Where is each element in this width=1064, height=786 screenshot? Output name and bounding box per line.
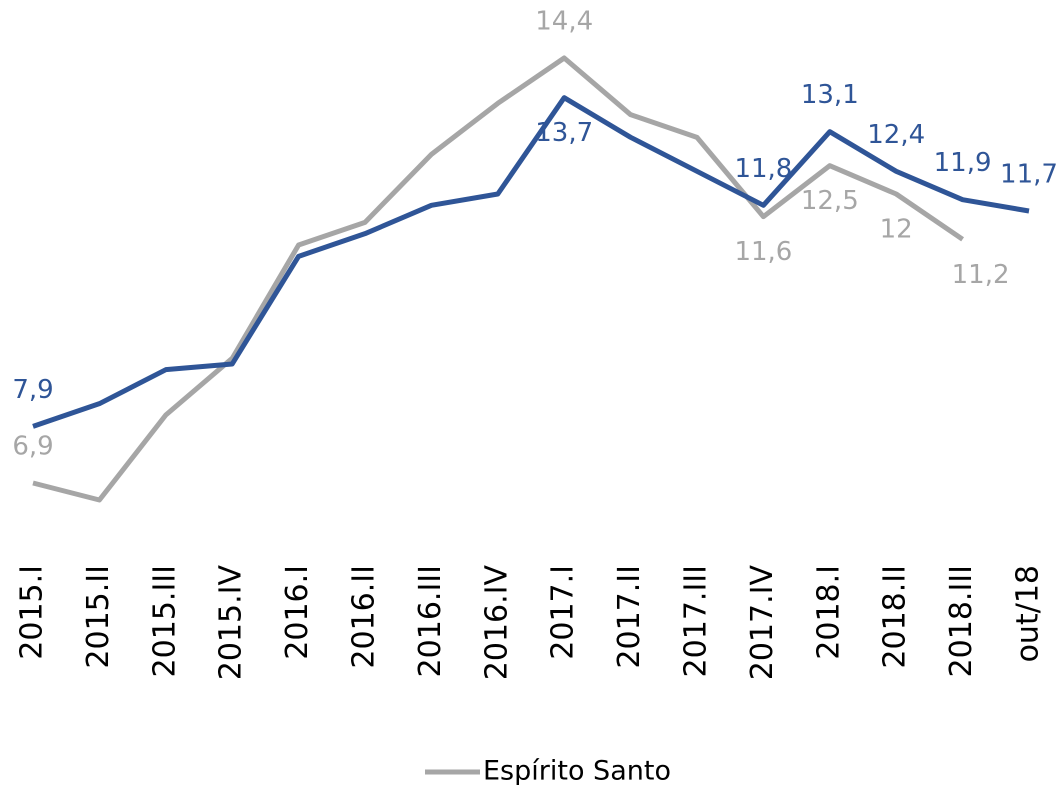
data-label: 14,4	[535, 7, 593, 37]
data-label: 12,5	[801, 186, 859, 216]
series-line	[32, 55, 965, 503]
data-label: 11,9	[934, 148, 992, 178]
x-tick-label: 2015.I	[15, 565, 50, 660]
x-tick-label: 2016.III	[413, 565, 448, 677]
x-tick-label: 2018.III	[944, 565, 979, 677]
data-label: 7,9	[12, 375, 53, 405]
x-tick-label: 2015.IV	[214, 565, 249, 681]
series-line	[32, 95, 1030, 429]
data-label: 12,4	[867, 120, 925, 150]
x-tick-label: 2016.IV	[479, 565, 514, 681]
x-tick-label: 2016.II	[347, 565, 382, 669]
x-tick-label: 2015.II	[81, 565, 116, 669]
x-tick-label: out/18	[1011, 565, 1046, 662]
x-tick-label: 2017.II	[612, 565, 647, 669]
legend-label: Espírito Santo	[483, 756, 671, 786]
x-tick-label: 2017.I	[546, 565, 581, 660]
data-label: 13,7	[535, 118, 593, 148]
data-label: 12	[880, 215, 913, 245]
data-label: 11,6	[734, 237, 792, 267]
x-tick-label: 2017.III	[679, 565, 714, 677]
x-tick-label: 2015.III	[147, 565, 182, 677]
x-tick-label: 2018.II	[878, 565, 913, 669]
x-tick-label: 2017.IV	[745, 565, 780, 681]
x-tick-label: 2018.I	[811, 565, 846, 660]
x-tick-label: 2016.I	[280, 565, 315, 660]
data-label: 11,8	[734, 154, 792, 184]
data-label: 11,7	[1000, 160, 1058, 190]
data-label: 11,2	[952, 260, 1010, 290]
data-label: 13,1	[801, 80, 859, 110]
data-label: 6,9	[12, 432, 53, 462]
